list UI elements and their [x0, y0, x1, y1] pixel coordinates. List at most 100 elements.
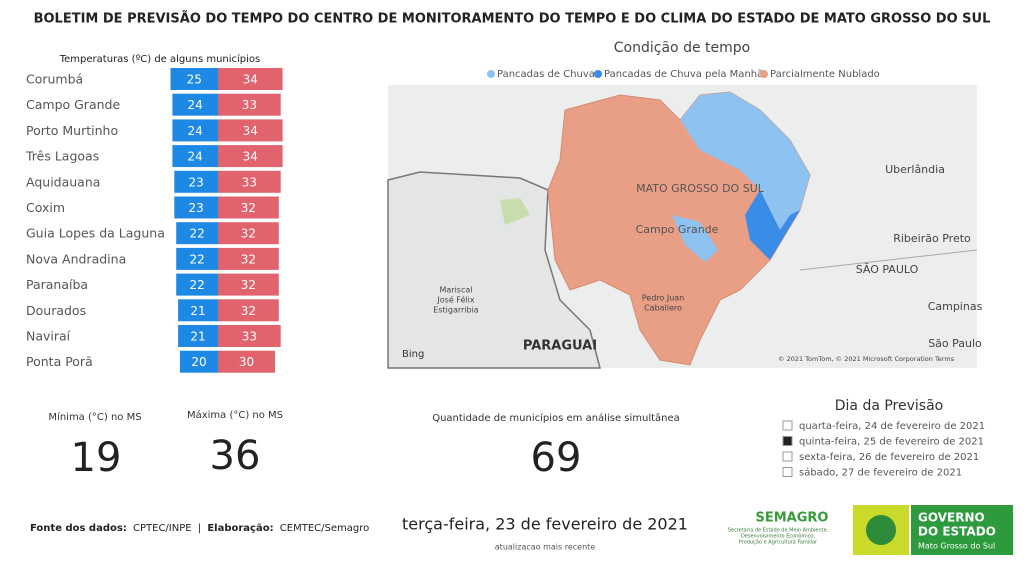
max-value: 36 — [210, 433, 261, 479]
map-border — [799, 249, 978, 271]
made-label: Elaboração: — [207, 523, 273, 534]
min-label: 24 — [188, 124, 203, 138]
map-park — [500, 198, 530, 225]
city: Corumbá — [26, 72, 83, 87]
city: Campo Grande — [26, 97, 120, 112]
min-label: 22 — [189, 252, 204, 266]
gov-box — [911, 505, 1013, 555]
day-selector: quarta-feira, 24 de fevereiro de 2021 qui… — [782, 420, 985, 479]
day-option[interactable]: quinta-feira, 25 de fevereiro de 2021 — [799, 437, 984, 448]
count-label: Quantidade de municípios em análise simu… — [432, 412, 680, 424]
min-label: 25 — [187, 73, 202, 87]
map-label: MATO GROSSO DO SUL — [636, 182, 765, 195]
map-title: Condição de tempo — [614, 40, 750, 56]
gov-1: GOVERNO — [918, 511, 985, 525]
semagro-sub-line: Desenvolvimento Econômico, — [741, 533, 816, 540]
day-checkbox[interactable] — [782, 467, 793, 477]
min-bar — [178, 325, 218, 347]
map-label: Pedro Juan — [642, 294, 685, 303]
map-label: São Paulo — [928, 337, 982, 350]
map-paraguay — [387, 171, 601, 369]
city: Coxim — [26, 200, 65, 215]
map-label: Estigarribia — [433, 306, 479, 315]
min-bar — [178, 299, 218, 322]
city: Nova Andradina — [26, 251, 126, 266]
max-bar — [218, 68, 283, 90]
min-bar — [174, 196, 218, 219]
day-checkbox[interactable] — [782, 451, 793, 462]
max-label: 33 — [242, 175, 257, 189]
min-bar — [174, 170, 218, 193]
separator: | — [198, 523, 201, 534]
max-label: 34 — [243, 73, 258, 87]
map-label: Bing — [402, 349, 424, 360]
gov-3: Mato Grosso do Sul — [918, 542, 995, 551]
max-bar — [218, 145, 283, 168]
min-bar — [176, 273, 218, 296]
city: Naviraí — [26, 329, 71, 344]
max-bar — [218, 247, 279, 270]
min-label: 21 — [190, 304, 205, 318]
semagro-sub: Secretaria de Estado de Meio Ambiente,De… — [728, 528, 829, 546]
map-label: José Félix — [436, 295, 474, 305]
min-label: 22 — [189, 227, 204, 241]
day-option[interactable]: sexta-feira, 26 de fevereiro de 2021 — [799, 452, 979, 463]
min-bar — [172, 93, 218, 116]
temps-chart: Corumbá 25 34 Campo Grande 24 33 Porto Murtinh… — [25, 68, 283, 373]
day-option[interactable]: sábado, 27 de fevereiro de 2021 — [799, 467, 962, 479]
min-label: 24 — [188, 98, 203, 112]
temps-title: Temperaturas (ºC) de alguns municípios — [59, 53, 261, 65]
legend-label: Parcialmente Nublado — [770, 69, 880, 80]
max-bar — [218, 222, 279, 245]
source: Fonte dos dados: CPTEC/INPE | Elaboração… — [30, 523, 369, 534]
semagro-logo: SEMAGRO — [756, 511, 829, 526]
semagro-sub-line: Produção e Agricultura Familiar — [739, 540, 818, 546]
min-label: Mínima (°C) no MS — [48, 411, 141, 423]
min-label: 23 — [189, 175, 204, 189]
map-label: Caballero — [644, 304, 682, 313]
day-checkbox[interactable] — [782, 436, 793, 446]
city: Dourados — [26, 303, 86, 318]
max-bar — [218, 299, 279, 322]
map-region-lake — [672, 215, 718, 262]
max-bar — [218, 350, 275, 373]
city: Três Lagoas — [25, 149, 99, 164]
legend-dot — [760, 70, 768, 78]
legend-dot — [487, 70, 495, 78]
map-region-rain — [680, 92, 810, 230]
title: BOLETIM DE PREVISÃO DO TEMPO DO CENTRO D… — [34, 11, 991, 27]
max-label: Máxima (°C) no MS — [187, 409, 283, 421]
min-label: 21 — [190, 330, 205, 344]
max-label: 32 — [241, 252, 256, 266]
min-value: 19 — [71, 435, 122, 481]
max-bar — [218, 325, 281, 347]
source-value: CPTEC/INPE — [133, 523, 192, 534]
max-bar — [218, 170, 281, 193]
made-value: CEMTEC/Semagro — [280, 523, 369, 534]
map-label: © 2021 TomTom, © 2021 Microsoft Corporat… — [778, 355, 955, 363]
min-bar — [172, 119, 218, 142]
legend-label: Pancadas de Chuva — [497, 69, 595, 80]
day-checkbox[interactable] — [782, 420, 793, 431]
date-note: atualizacao mais recente — [495, 543, 595, 552]
city: Aquidauana — [26, 174, 100, 189]
max-label: 34 — [243, 124, 258, 138]
map-legend: Pancadas de Chuva Pancadas de Chuva pela … — [487, 69, 880, 80]
day-option[interactable]: quarta-feira, 24 de fevereiro de 2021 — [799, 421, 985, 432]
gov-2: DO ESTADO — [918, 525, 996, 539]
map-label: Uberlândia — [885, 163, 945, 176]
legend-dot — [594, 70, 602, 78]
max-label: 32 — [241, 304, 256, 318]
date: terça-feira, 23 de fevereiro de 2021 — [402, 515, 688, 534]
map-label: PARAGUAI — [523, 339, 597, 354]
map-label: Ribeirão Preto — [893, 232, 971, 245]
min-bar — [180, 350, 218, 373]
map-label: Campo Grande — [636, 223, 719, 236]
max-bar — [218, 273, 279, 296]
max-label: 33 — [242, 330, 257, 344]
max-bar — [218, 119, 283, 142]
source-label: Fonte dos dados: — [30, 523, 127, 534]
city: Porto Murtinho — [26, 123, 118, 138]
